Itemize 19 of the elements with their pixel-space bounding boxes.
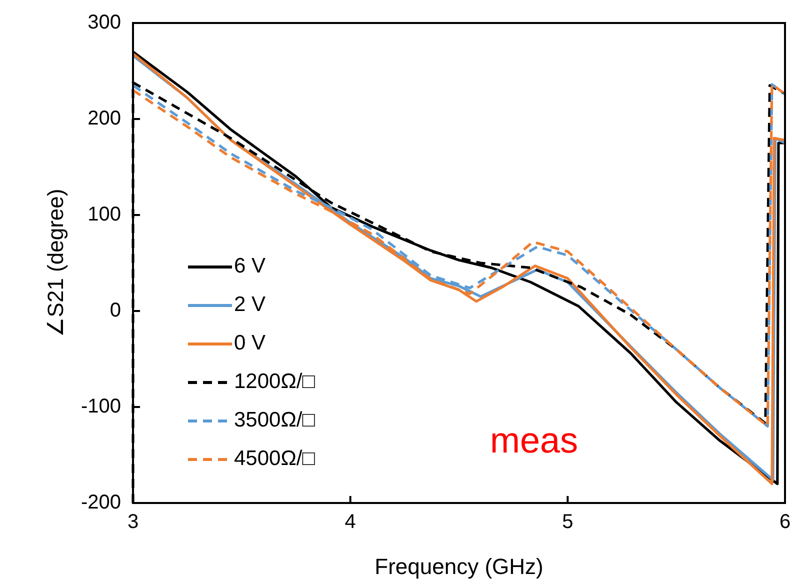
legend-label: 4500Ω/□ — [234, 447, 316, 470]
x-tick-label: 3 — [127, 511, 139, 533]
legend-label: 2 V — [234, 293, 266, 316]
x-tick-label: 5 — [562, 511, 574, 533]
y-tick-label: -100 — [80, 395, 121, 418]
legend-label: 6 V — [234, 254, 266, 278]
y-axis-title: ∠S21 (degree) — [43, 188, 68, 338]
legend-label: 3500Ω/□ — [234, 408, 316, 432]
y-tick-label: 100 — [88, 203, 121, 226]
x-axis-title: Frequency (GHz) — [374, 554, 544, 579]
y-tick-label: 300 — [88, 11, 121, 34]
legend-label: 1200Ω/□ — [234, 370, 316, 394]
x-tick-label: 6 — [779, 511, 791, 533]
annotation: meas — [490, 420, 578, 461]
x-tick-label: 4 — [344, 511, 356, 533]
y-tick-label: 0 — [110, 299, 121, 322]
y-tick-label: -200 — [80, 491, 121, 514]
y-tick-label: 200 — [88, 107, 121, 130]
legend-label: 0 V — [234, 332, 266, 355]
